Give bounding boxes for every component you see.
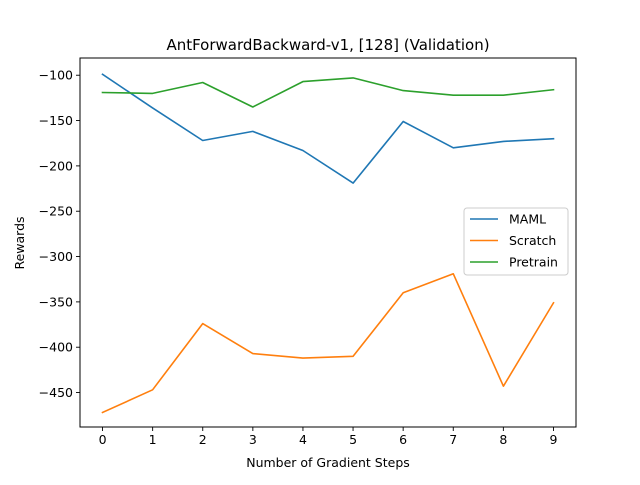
x-axis-title: Number of Gradient Steps bbox=[246, 455, 410, 470]
x-tick-label: 4 bbox=[299, 432, 307, 447]
y-tick-label: −350 bbox=[39, 294, 73, 309]
y-tick-label: −400 bbox=[39, 340, 73, 355]
x-tick-label: 9 bbox=[549, 432, 557, 447]
series-line-scratch bbox=[101, 272, 555, 414]
legend: MAML Scratch Pretrain bbox=[463, 207, 569, 276]
y-axis-ticks: −100 −150 −200 −250 −300 −350 −400 −450 bbox=[39, 68, 80, 400]
chart-title: AntForwardBackward-v1, [128] (Validation… bbox=[166, 36, 489, 54]
y-tick-label: −450 bbox=[39, 385, 73, 400]
x-tick-label: 7 bbox=[449, 432, 457, 447]
legend-items: MAML Scratch Pretrain bbox=[470, 212, 558, 270]
y-tick-label: −100 bbox=[39, 68, 73, 83]
legend-label-maml: MAML bbox=[509, 212, 546, 227]
legend-label-scratch: Scratch bbox=[509, 233, 556, 248]
y-tick-label: −250 bbox=[39, 204, 73, 219]
x-axis-ticks: 0 1 2 3 4 5 6 7 8 9 bbox=[99, 427, 557, 447]
y-tick-label: −150 bbox=[39, 113, 73, 128]
x-tick-label: 0 bbox=[99, 432, 107, 447]
y-tick-label: −200 bbox=[39, 158, 73, 173]
x-tick-label: 2 bbox=[199, 432, 207, 447]
x-tick-label: 8 bbox=[499, 432, 507, 447]
axes-frame bbox=[79, 57, 577, 428]
series-line-maml bbox=[101, 73, 555, 184]
legend-box bbox=[463, 207, 569, 276]
series-line-pretrain bbox=[101, 77, 555, 108]
y-tick-label: −300 bbox=[39, 249, 73, 264]
legend-label-pretrain: Pretrain bbox=[509, 255, 558, 270]
x-tick-label: 1 bbox=[149, 432, 157, 447]
series-layer bbox=[101, 73, 555, 414]
x-tick-label: 6 bbox=[399, 432, 407, 447]
x-tick-label: 5 bbox=[349, 432, 357, 447]
y-axis-title: Rewards bbox=[12, 216, 27, 269]
x-tick-label: 3 bbox=[249, 432, 257, 447]
